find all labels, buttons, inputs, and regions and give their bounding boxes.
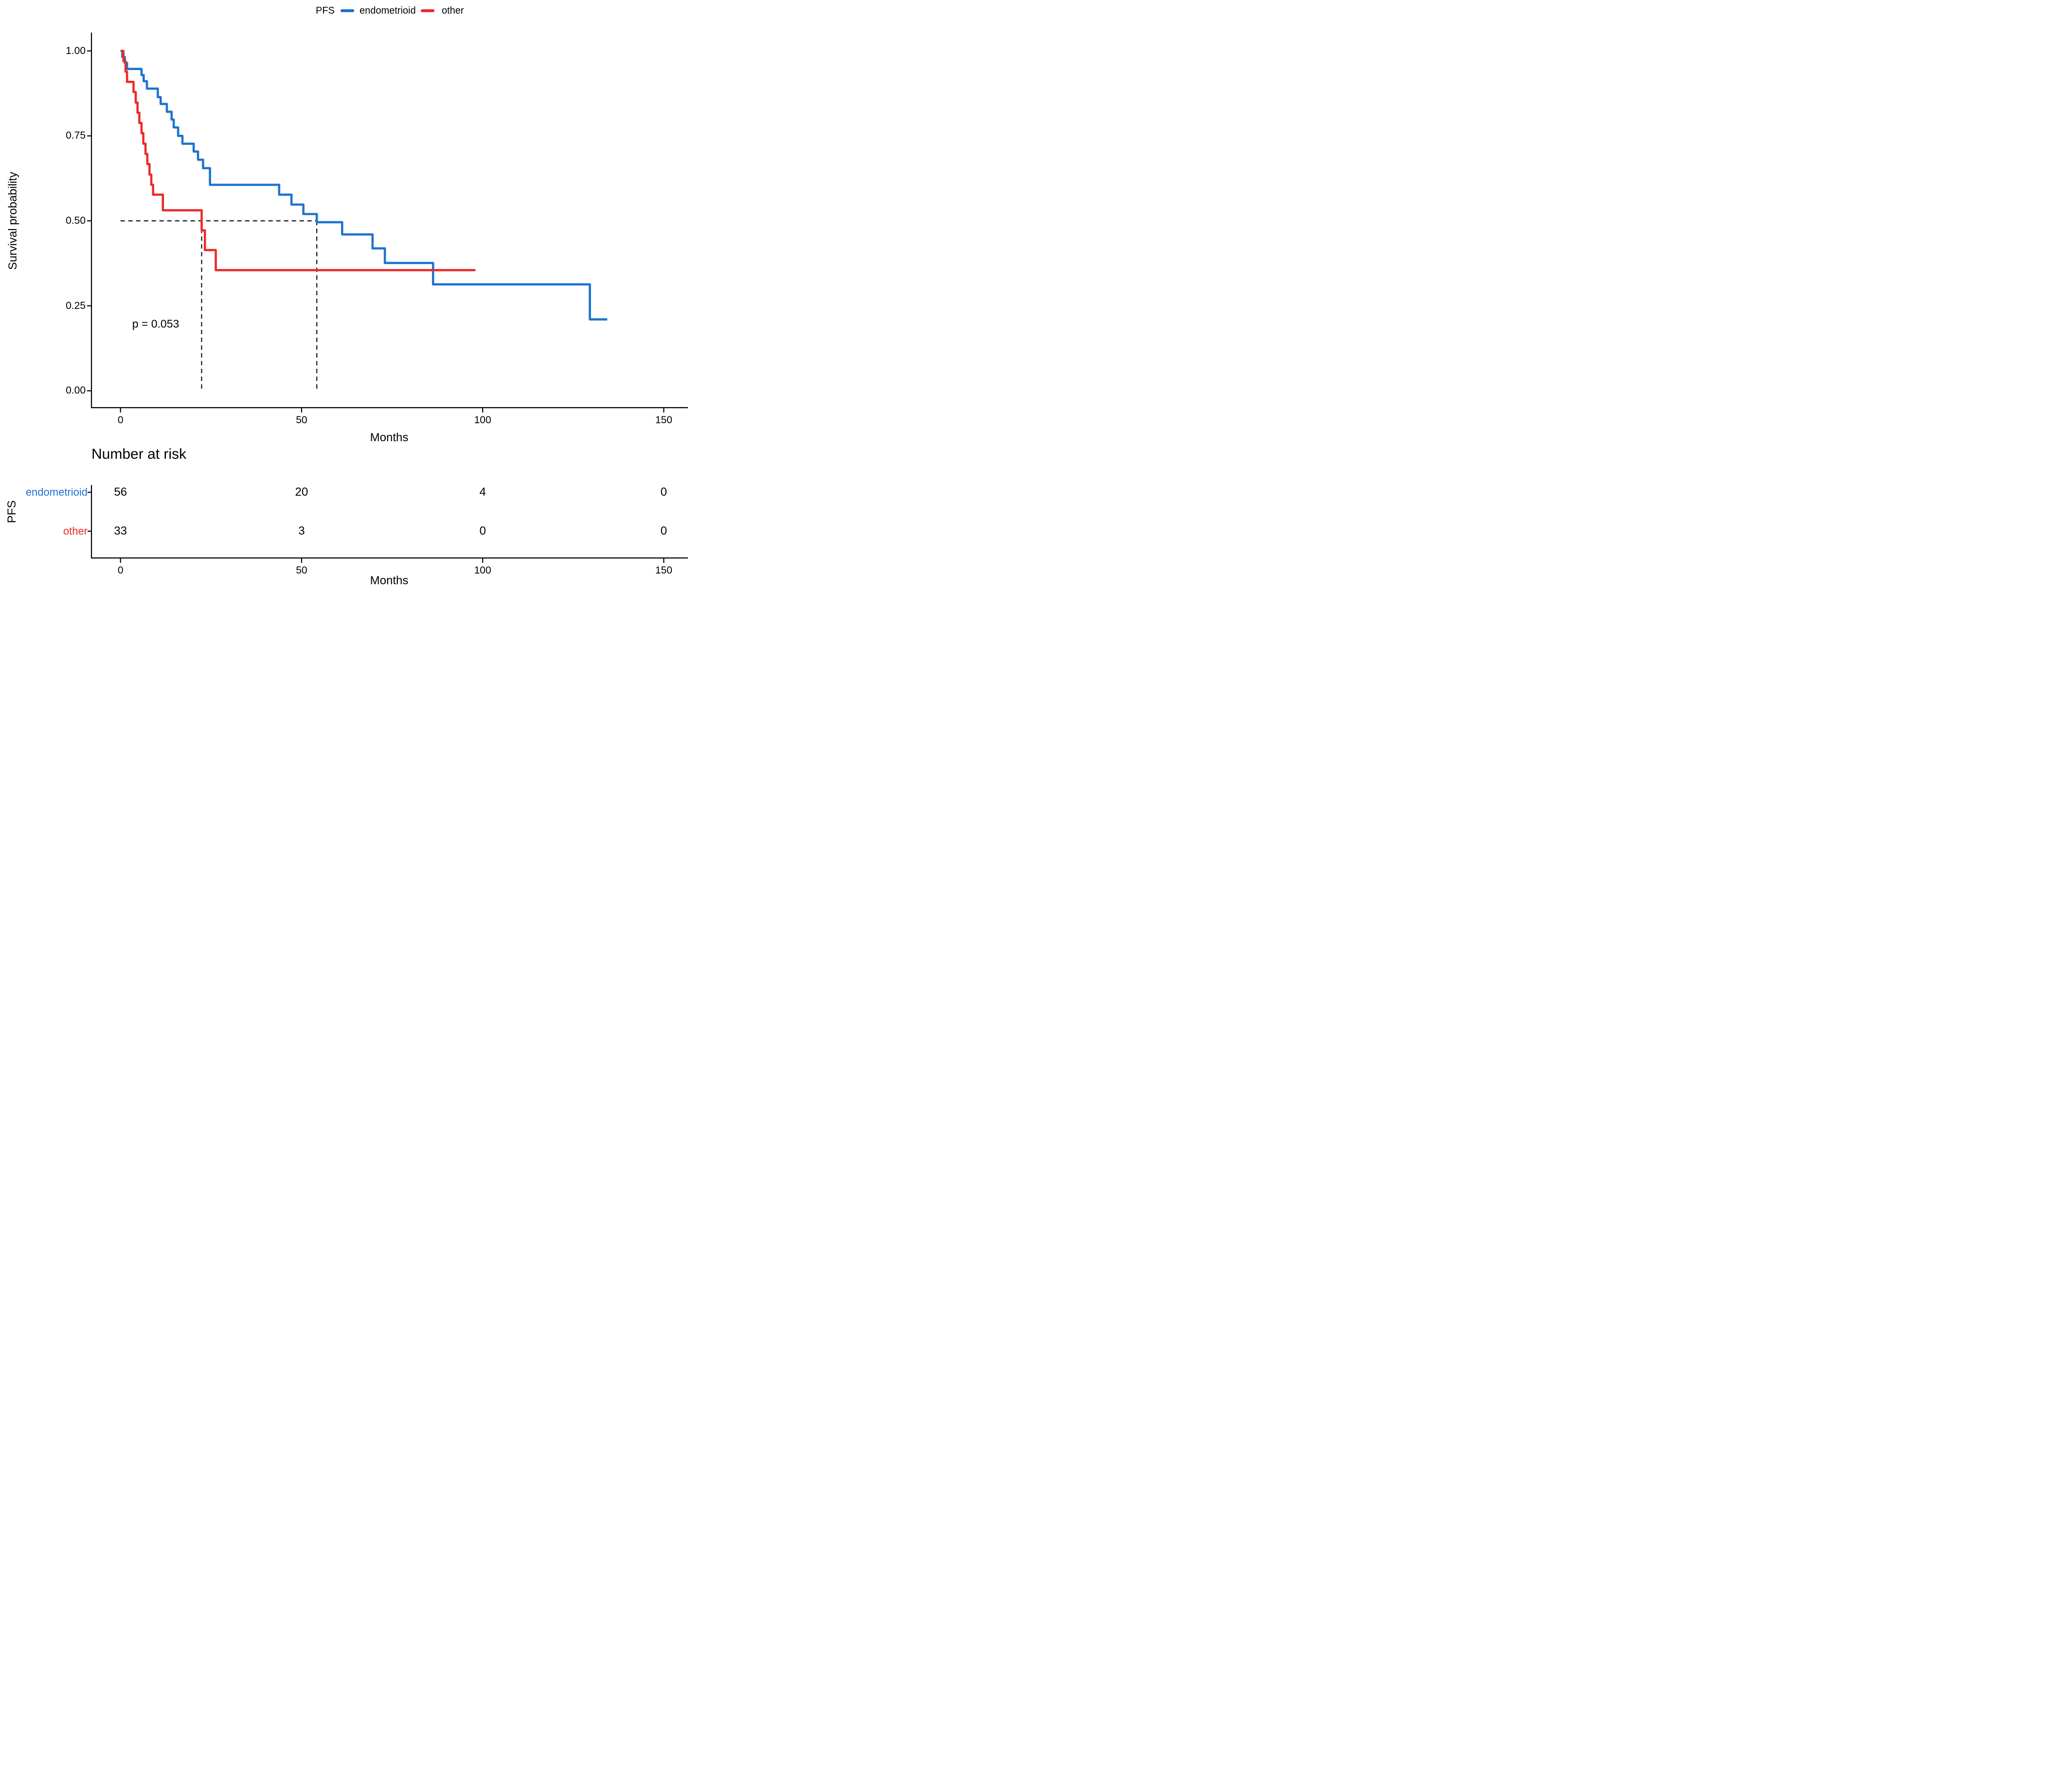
risk-value: 3 — [298, 524, 305, 538]
risk-table-title: Number at risk — [91, 446, 187, 462]
risk-x-tick-label: 150 — [655, 565, 672, 576]
risk-value: 0 — [660, 485, 667, 499]
x-tick-label: 100 — [474, 414, 491, 426]
km-curve-endometrioid — [120, 50, 608, 321]
risk-value: 0 — [479, 524, 486, 538]
legend: PFS endometrioid other — [0, 5, 691, 17]
x-axis-title: Months — [370, 431, 409, 444]
risk-row-label-other: other — [63, 525, 88, 537]
km-curve-other — [120, 50, 476, 271]
risk-value: 33 — [114, 524, 127, 538]
risk-x-axis-title: Months — [370, 574, 409, 587]
x-tick-label: 50 — [296, 414, 307, 426]
km-survival-chart — [87, 33, 688, 563]
x-tick-label: 0 — [117, 414, 124, 426]
risk-x-tick-label: 50 — [296, 565, 307, 576]
risk-x-tick-label: 0 — [117, 565, 124, 576]
y-tick-label: 0.75 — [66, 130, 86, 142]
risk-value: 56 — [114, 485, 127, 499]
y-axis-title: Survival probability — [6, 172, 19, 270]
y-tick-label: 0.25 — [66, 300, 86, 311]
y-tick-label: 0.50 — [66, 215, 86, 226]
legend-swatch-other — [421, 9, 434, 12]
y-tick-label: 1.00 — [66, 45, 86, 56]
x-tick-label: 150 — [655, 414, 672, 426]
p-value-annotation: p = 0.053 — [132, 317, 180, 330]
risk-x-tick-label: 100 — [474, 565, 491, 576]
risk-group-axis-label: PFS — [5, 500, 18, 523]
legend-swatch-endometrioid — [341, 9, 354, 12]
risk-value: 20 — [295, 485, 308, 499]
legend-title: PFS — [316, 5, 335, 16]
legend-label-other: other — [442, 5, 464, 16]
y-tick-label: 0.00 — [66, 385, 86, 396]
risk-value: 0 — [660, 524, 667, 538]
risk-row-label-endometrioid: endometrioid — [25, 486, 88, 498]
risk-value: 4 — [479, 485, 486, 499]
legend-label-endometrioid: endometrioid — [360, 5, 416, 16]
